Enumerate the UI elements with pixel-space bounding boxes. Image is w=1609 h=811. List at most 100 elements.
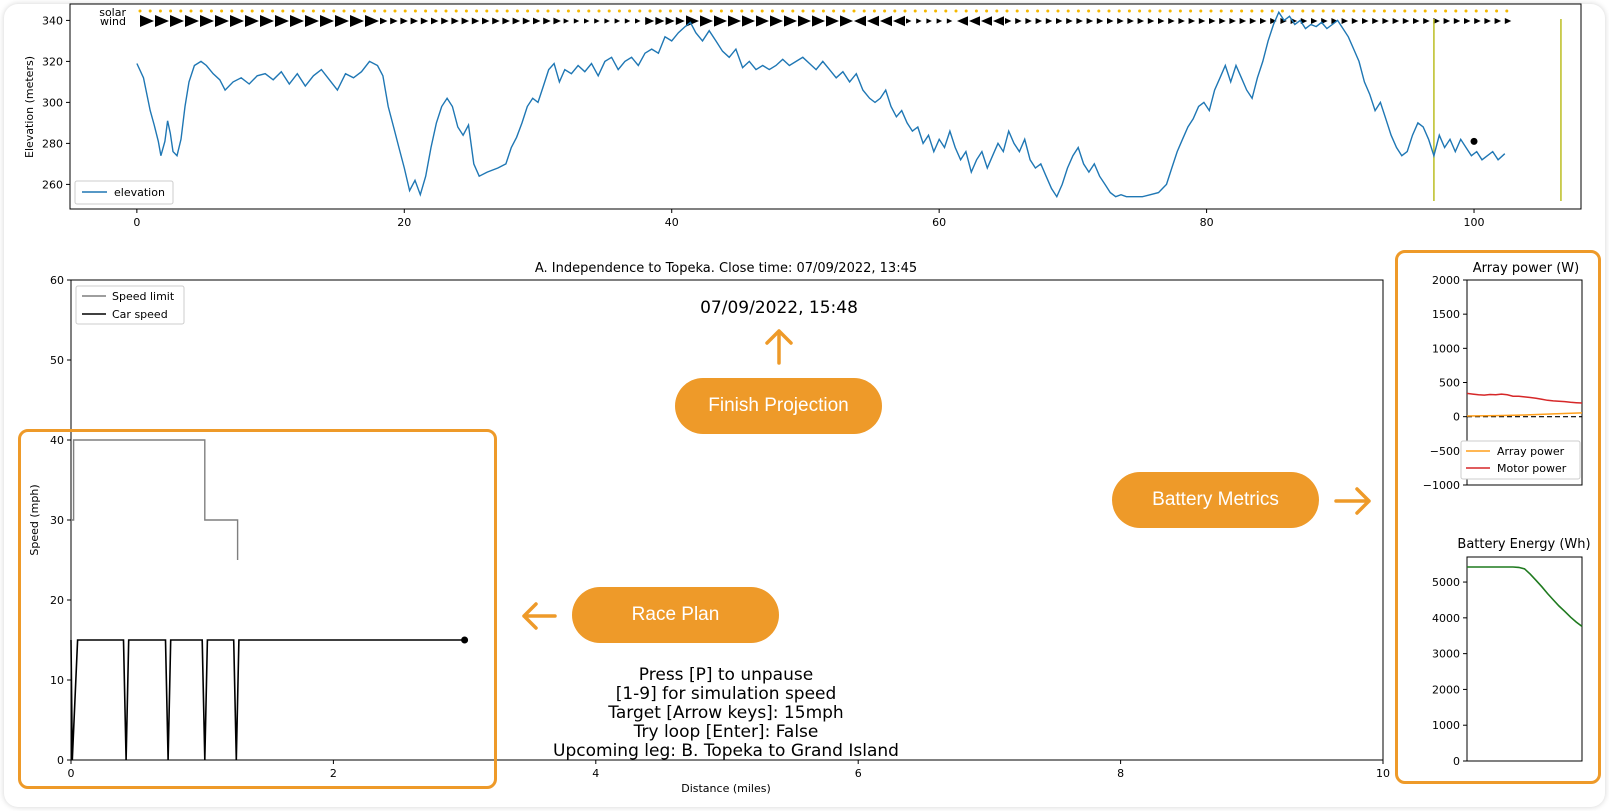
solar-dot — [577, 9, 581, 13]
elevation-x-tick-label: 40 — [665, 216, 679, 229]
solar-dot — [556, 9, 560, 13]
solar-dot — [1168, 9, 1172, 13]
elevation-x-tick-label: 60 — [932, 216, 946, 229]
solar-dot — [832, 9, 836, 13]
solar-dot — [485, 9, 489, 13]
power-y-tick-label: 1500 — [1432, 308, 1460, 321]
elevation-legend-label: elevation — [114, 186, 165, 199]
wind-arrow-icon — [305, 15, 319, 27]
wind-arrow-icon — [1076, 18, 1083, 24]
solar-dot — [1138, 9, 1142, 13]
wind-arrow-icon — [1443, 18, 1451, 24]
solar-dot — [424, 9, 428, 13]
wind-arrow-icon — [700, 15, 713, 27]
solar-dot — [199, 9, 203, 13]
solar-dot — [1189, 9, 1193, 13]
wind-arrow-icon — [502, 17, 510, 25]
wind-arrow-icon — [1260, 18, 1267, 24]
wind-arrow-icon — [420, 17, 429, 25]
wind-arrow-icon — [365, 15, 379, 27]
elevation-legend: elevation — [74, 180, 174, 205]
solar-dot — [475, 9, 479, 13]
solar-dot — [617, 9, 621, 13]
solar-dot — [1117, 9, 1121, 13]
wind-arrow-icon — [854, 15, 866, 27]
wind-arrow-icon — [1413, 18, 1420, 24]
solar-dot — [740, 9, 744, 13]
wind-arrow-icon — [230, 15, 244, 27]
speed-x-axis-label: Distance (miles) — [681, 782, 771, 795]
solar-dot — [852, 9, 856, 13]
solar-dot — [158, 9, 162, 13]
array-power-chart: Array power (W) 2000 1500 1000 500 0 −500 −100… — [1423, 261, 1583, 492]
solar-dot — [526, 9, 530, 13]
solar-dot — [679, 9, 683, 13]
solar-dot — [689, 9, 693, 13]
wind-arrow-icon — [584, 18, 590, 24]
solar-dot — [1352, 9, 1356, 13]
solar-dot — [311, 9, 315, 13]
wind-arrow-icon — [1015, 18, 1022, 24]
wind-arrow-icon — [993, 16, 1004, 26]
energy-axes-frame — [1466, 556, 1583, 762]
wind-arrow-icon — [1107, 18, 1114, 24]
wind-arrow-icon — [1147, 18, 1155, 24]
solar-dot — [189, 9, 193, 13]
elevation-y-tick-label: 300 — [42, 96, 63, 109]
motor-power-legend-label: Motor power — [1497, 462, 1567, 475]
wind-arrow-icon — [1209, 18, 1216, 24]
solar-dot — [1413, 9, 1417, 13]
wind-arrow-icon — [1137, 18, 1145, 24]
solar-dot — [730, 9, 734, 13]
speed-chart: A. Independence to Topeka. Close time: 0… — [28, 261, 1390, 795]
solar-dot — [985, 9, 989, 13]
speed-y-tick-label: 10 — [50, 674, 64, 687]
wind-arrow-icon — [1239, 18, 1247, 24]
speed-x-tick-label: 4 — [592, 767, 599, 780]
solar-dot — [1423, 9, 1427, 13]
instruction-line: Target [Arrow keys]: 15mph — [607, 703, 843, 723]
speed-x-tick-label: 10 — [1376, 767, 1390, 780]
solar-dot — [791, 9, 795, 13]
speed-x-tick-label: 8 — [1117, 767, 1124, 780]
elevation-y-axis-label: Elevation (meters) — [23, 56, 36, 158]
solar-dot — [628, 9, 632, 13]
wind-arrow-icon — [335, 15, 349, 27]
solar-dot — [230, 9, 234, 13]
up-arrow-icon — [765, 329, 793, 365]
speed-y-axis-label: Speed (mph) — [28, 484, 41, 555]
solar-dot — [220, 9, 224, 13]
solar-dot — [1301, 9, 1305, 13]
wind-arrow-icon — [957, 16, 968, 26]
elevation-series-line — [136, 10, 1506, 199]
solar-wind-strip — [138, 9, 1512, 27]
wind-arrow-icon — [1025, 18, 1032, 24]
car-position-marker — [461, 636, 469, 644]
solar-dot — [342, 9, 346, 13]
speed-y-tick-label: 60 — [50, 274, 64, 287]
instruction-line: [1-9] for simulation speed — [616, 684, 837, 704]
elevation-chart: 0 20 40 60 80 100 260 280 300 320 340 Elevation (m… — [23, 3, 1582, 229]
solar-dot — [271, 9, 275, 13]
elevation-ticks: 0 20 40 60 80 100 260 280 300 320 340 — [42, 14, 1485, 229]
solar-dot — [1178, 9, 1182, 13]
elevation-vertical-markers — [1433, 19, 1562, 201]
solar-dot — [1025, 9, 1029, 13]
solar-dot — [913, 9, 917, 13]
finish-time-readout: 07/09/2022, 15:48 — [700, 298, 858, 318]
wind-arrow-icon — [614, 18, 621, 24]
solar-dot — [301, 9, 305, 13]
wind-arrow-icon — [482, 17, 490, 25]
solar-dot — [138, 9, 142, 13]
wind-arrow-icon — [867, 15, 879, 27]
wind-arrow-icon — [275, 15, 289, 27]
wind-arrow-icon — [1504, 18, 1512, 24]
solar-dot — [1464, 9, 1468, 13]
wind-arrow-icon — [742, 15, 755, 27]
wind-arrow-icon — [594, 18, 600, 24]
solar-dot — [934, 9, 938, 13]
wind-arrow-icon — [1219, 18, 1226, 24]
solar-dot — [179, 9, 183, 13]
wind-arrow-icon — [1433, 18, 1440, 24]
speed-y-tick-label: 50 — [50, 354, 64, 367]
